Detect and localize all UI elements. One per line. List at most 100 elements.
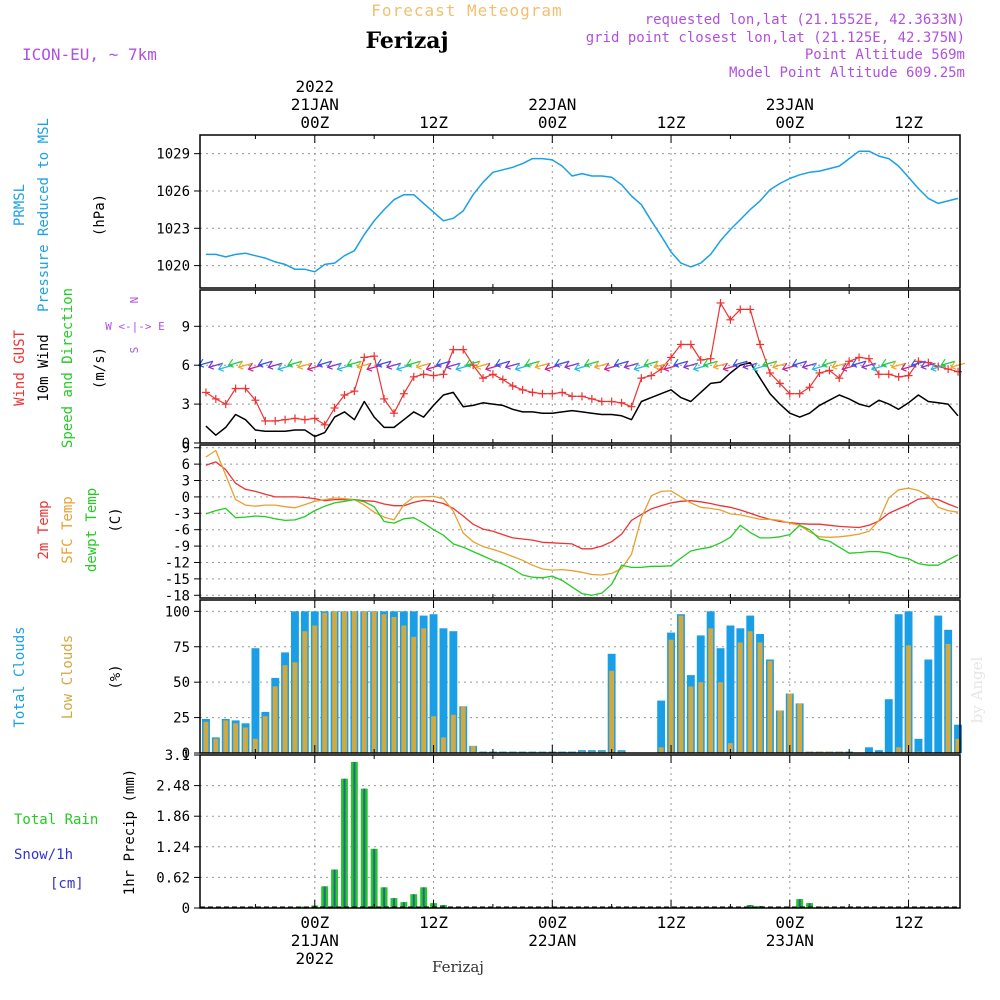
precip-labels: Total Rain Snow/1h [cm] 1hr Precip (mm) [14, 769, 138, 895]
panel-frame [199, 754, 961, 909]
footer-location: Ferizaj [432, 958, 484, 976]
rain-bar-center [422, 887, 425, 908]
wind-direction-arrowhead [663, 362, 670, 372]
wind-direction-arrow [743, 362, 758, 368]
wind-direction-arrowhead [554, 358, 561, 368]
pressure-unit: (hPa) [92, 194, 108, 236]
wind-direction-arrow [505, 362, 520, 368]
wind-direction-arrow [653, 362, 669, 368]
wind-direction-arrowhead [514, 362, 521, 372]
total-cloud-bar [251, 648, 260, 753]
wind-direction-arrowhead [227, 358, 234, 368]
wind-direction-arrowhead [910, 358, 917, 368]
ytick-label: 75 [173, 640, 190, 656]
total-cloud-bar [884, 699, 893, 753]
wind-direction-arrow [792, 360, 807, 366]
wind-direction-arrow [297, 362, 313, 368]
wind-direction-arrowhead [890, 360, 897, 370]
wind-direction-arrowhead [603, 362, 610, 372]
low-cloud-bar [688, 686, 694, 753]
low-cloud-bar [381, 614, 387, 753]
ytick-label: 0.62 [156, 870, 190, 886]
wind-direction-arrowhead [356, 360, 363, 370]
total-cloud-bar [726, 625, 735, 753]
low-cloud-bar [223, 720, 229, 753]
wind-direction-arrow [911, 360, 926, 366]
ytick-label: 6 [182, 457, 190, 473]
bottom-time-label: 12Z [419, 913, 448, 932]
low-cloud-bar [668, 639, 674, 753]
wind-direction-arrowhead [435, 358, 442, 368]
rain-bar-center [412, 894, 415, 908]
wind-direction-arrowhead [742, 360, 749, 370]
temp-2m-label: 2m Temp [36, 500, 52, 559]
low-cloud-bar [787, 693, 793, 753]
panel-frame [199, 599, 961, 754]
wind-direction-arrowhead [870, 362, 878, 372]
chart-title: Forecast Meteogram [371, 1, 562, 20]
low-cloud-bar [282, 665, 288, 753]
wind-direction-arrowhead [583, 358, 591, 368]
top-time-label: 00Z [300, 113, 329, 132]
temp-sfc-line [205, 449, 959, 576]
precip-rain-label: Total Rain [14, 812, 98, 828]
total-cloud-bar [874, 750, 883, 753]
wind-direction-arrowhead [940, 358, 947, 368]
low-cloud-bar [708, 628, 714, 753]
rain-bar-center [402, 902, 405, 908]
ytick-label: 9 [182, 441, 190, 457]
wind-direction-arrow [347, 360, 362, 366]
data-marks [198, 150, 966, 908]
wind-direction-arrowhead [841, 362, 848, 372]
wind-direction-arrowhead [564, 360, 571, 370]
wind-direction-arrow [832, 362, 847, 368]
wind-direction-arrowhead [415, 360, 422, 370]
wind-direction-arrowhead [851, 358, 858, 368]
wind-direction-arrow [535, 362, 550, 368]
ytick-label: -6 [173, 523, 190, 539]
compass-n: N [128, 297, 141, 304]
requested-coords: requested lon,lat (21.1552E, 42.3633N) [645, 12, 965, 28]
wind-direction-arrow [851, 360, 867, 366]
wind-direction-arrowhead [257, 358, 264, 368]
total-cloud-bar [914, 738, 923, 753]
low-cloud-bar [698, 682, 704, 753]
wind-direction-arrow [416, 362, 431, 368]
location-title: Ferizaj [365, 28, 448, 54]
ytick-label: -9 [173, 539, 190, 555]
grid-lines [200, 135, 960, 909]
top-time-label: 00Z [538, 113, 567, 132]
rain-bar-center [353, 761, 356, 908]
low-cloud-bar [658, 747, 664, 753]
wind-direction-arrowhead [791, 358, 798, 368]
wind-direction-arrow [376, 360, 392, 366]
wind-direction-arrow [881, 360, 896, 366]
total-cloud-bar [894, 614, 903, 753]
wind-direction-arrowhead [613, 358, 620, 368]
low-cloud-bar [955, 738, 961, 753]
rain-bar-center [798, 899, 801, 908]
wind-direction-arrow [733, 360, 748, 366]
wind-direction-arrowhead [762, 358, 769, 368]
wind-unit: (m/s) [92, 347, 108, 389]
ytick-label: 1029 [156, 147, 190, 163]
wind-direction-arrowhead [485, 362, 492, 372]
rain-bar-center [343, 778, 346, 908]
wind-direction-arrow [594, 362, 609, 368]
wind-direction-arrowhead [593, 360, 600, 370]
temp-dewpt-line [205, 498, 959, 596]
low-cloud-bar [322, 612, 328, 754]
low-cloud-bar [777, 710, 783, 753]
ytick-label: 2.48 [156, 779, 190, 795]
wind-direction-arrowhead [752, 362, 759, 372]
low-cloud-bar [243, 727, 248, 753]
low-cloud-bar [272, 686, 278, 753]
top-time-label: 2022 [296, 77, 335, 96]
ytick-label: 3 [182, 397, 190, 413]
low-cloud-bar [421, 628, 427, 753]
bottom-time-label: 22JAN [528, 931, 576, 950]
wind-direction-arrowhead [574, 362, 581, 372]
low-cloud-bar [302, 631, 308, 753]
wind-direction-arrowhead [673, 358, 680, 368]
wind-direction-arrowhead [425, 362, 432, 372]
